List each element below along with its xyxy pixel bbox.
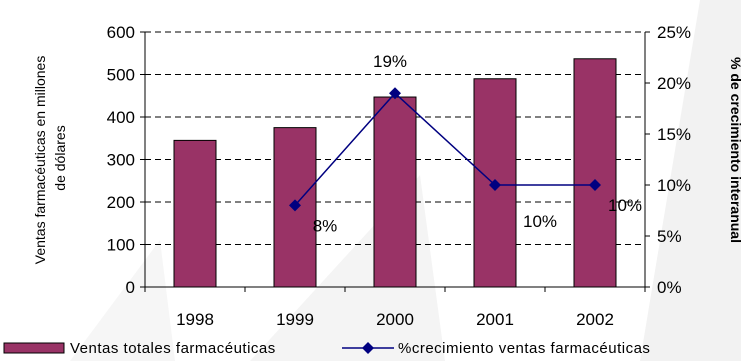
legend-bar-swatch — [3, 342, 65, 354]
growth-data-label: 8% — [313, 216, 338, 235]
y-right-tick-label: 5% — [657, 227, 682, 246]
y-left-tick-label: 600 — [107, 23, 135, 42]
growth-point — [489, 179, 501, 191]
bar — [173, 139, 217, 288]
y-right-tick-label: 25% — [657, 23, 691, 42]
growth-line — [289, 87, 601, 212]
y-right-tick-label: 20% — [657, 74, 691, 93]
y-left-axis-title-line-1: Ventas farmacéuticas en millones — [32, 56, 48, 265]
legend: Ventas totales farmacéuticas %crecimient… — [3, 340, 650, 357]
growth-point — [289, 199, 301, 212]
y-right-axis-title: % de crecimiento interanual — [728, 57, 741, 243]
left-axis-ticks: 0 100 200 300 400 500 600 — [107, 23, 145, 297]
x-tick-label: 1999 — [276, 310, 314, 329]
x-tick-label: 1998 — [176, 310, 214, 329]
bar — [373, 96, 417, 288]
legend-bar-label: Ventas totales farmacéuticas — [70, 340, 276, 357]
y-left-axis-title-line-2: de dólares — [52, 125, 68, 190]
y-left-axis-title: Ventas farmacéuticas en millones de dóla… — [32, 52, 68, 264]
growth-point — [589, 179, 601, 191]
x-tick-label: 2002 — [576, 310, 614, 329]
y-left-tick-label: 100 — [107, 236, 135, 255]
data-labels: 8% 19% 10% 10% — [313, 52, 642, 235]
growth-data-label: 19% — [373, 52, 407, 71]
y-left-tick-label: 500 — [107, 66, 135, 85]
x-tick-label: 2001 — [476, 310, 514, 329]
y-left-tick-label: 0 — [126, 278, 135, 297]
y-left-tick-label: 200 — [107, 193, 135, 212]
legend-line-marker — [362, 342, 374, 354]
y-right-tick-label: 15% — [657, 125, 691, 144]
bar — [573, 58, 617, 288]
growth-point — [389, 87, 401, 100]
legend-line-label: %crecimiento ventas farmacéuticas — [398, 340, 650, 357]
growth-data-label: 10% — [608, 196, 642, 215]
x-tick-label: 2000 — [376, 310, 414, 329]
y-right-tick-label: 10% — [657, 176, 691, 195]
right-axis-ticks: 0% 5% 10% 15% 20% 25% — [645, 23, 691, 297]
growth-line-path — [294, 92, 595, 206]
y-right-tick-label: 0% — [657, 278, 682, 297]
y-left-tick-label: 300 — [107, 151, 135, 170]
x-axis-ticks: 1998 1999 2000 2001 2002 — [144, 287, 646, 329]
y-left-tick-label: 400 — [107, 108, 135, 127]
growth-data-label: 10% — [523, 212, 557, 231]
